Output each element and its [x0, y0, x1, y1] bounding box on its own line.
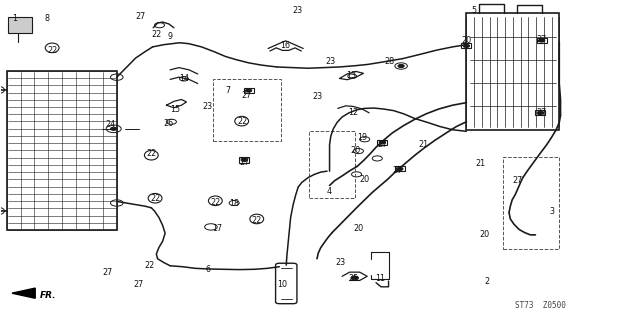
Text: 22: 22 [237, 117, 247, 126]
Text: 22: 22 [150, 194, 161, 204]
Text: 20: 20 [353, 224, 364, 233]
Bar [243, 88, 253, 93]
Text: 20: 20 [360, 175, 370, 184]
Ellipse shape [148, 194, 162, 203]
Text: 27: 27 [377, 140, 387, 149]
Ellipse shape [208, 196, 222, 205]
Bar [213, 79, 281, 141]
Bar [395, 166, 405, 172]
Bar [537, 38, 547, 43]
Circle shape [397, 167, 403, 171]
FancyBboxPatch shape [276, 263, 297, 304]
Bar [466, 13, 559, 130]
Text: 12: 12 [348, 108, 359, 117]
Text: 8: 8 [45, 14, 50, 23]
Text: 23: 23 [312, 92, 322, 101]
Text: 27: 27 [242, 91, 252, 100]
Circle shape [245, 89, 252, 92]
Ellipse shape [145, 150, 159, 160]
Text: 27: 27 [537, 108, 547, 117]
Text: 25: 25 [348, 274, 359, 283]
Text: 23: 23 [336, 258, 346, 267]
Text: 23: 23 [203, 102, 213, 111]
Circle shape [351, 276, 359, 280]
Text: 22: 22 [252, 216, 262, 225]
Text: ST73  Z0500: ST73 Z0500 [515, 301, 566, 310]
Text: 11: 11 [376, 274, 386, 283]
Bar [377, 140, 387, 145]
Text: 5: 5 [471, 6, 477, 15]
Text: 26: 26 [164, 119, 174, 128]
Text: 27: 27 [392, 166, 403, 175]
Text: 22: 22 [144, 261, 155, 270]
Text: 23: 23 [326, 57, 336, 66]
Polygon shape [12, 288, 35, 298]
Text: 21: 21 [475, 159, 485, 168]
Circle shape [111, 127, 117, 130]
Text: 14: 14 [180, 74, 189, 83]
Ellipse shape [250, 214, 264, 224]
Text: 20: 20 [350, 146, 360, 155]
Text: 20: 20 [479, 230, 489, 239]
Text: 7: 7 [225, 86, 230, 95]
Text: 22: 22 [146, 149, 157, 158]
Text: 22: 22 [47, 45, 57, 55]
Text: 27: 27 [135, 12, 145, 21]
Ellipse shape [235, 116, 248, 126]
Text: 24: 24 [106, 120, 116, 130]
Circle shape [379, 141, 386, 144]
Bar [461, 44, 471, 49]
Text: 20: 20 [461, 36, 472, 45]
Text: 23: 23 [292, 6, 303, 15]
Text: 28: 28 [385, 57, 395, 66]
Ellipse shape [45, 43, 59, 52]
Text: 21: 21 [419, 140, 429, 149]
Bar [535, 110, 545, 116]
Bar [7, 71, 117, 230]
Text: 13: 13 [346, 71, 356, 80]
Text: 27: 27 [133, 280, 144, 289]
Text: 9: 9 [167, 32, 173, 41]
Bar [309, 131, 355, 198]
Text: 19: 19 [357, 132, 367, 141]
Circle shape [398, 64, 404, 68]
Circle shape [241, 158, 247, 162]
Bar [239, 157, 249, 163]
Bar [8, 17, 32, 33]
Text: 18: 18 [229, 199, 239, 208]
Text: 22: 22 [211, 197, 221, 206]
Text: 22: 22 [151, 30, 162, 39]
Text: 15: 15 [170, 105, 181, 114]
Text: 3: 3 [549, 207, 554, 216]
Circle shape [538, 39, 545, 42]
Circle shape [463, 44, 469, 48]
Text: 6: 6 [205, 265, 210, 275]
Text: 16: 16 [281, 41, 291, 51]
Circle shape [537, 111, 543, 115]
Text: 27: 27 [103, 268, 113, 277]
Text: 27: 27 [513, 176, 523, 185]
Text: 17: 17 [212, 224, 222, 233]
Bar [503, 157, 559, 249]
Text: 1: 1 [12, 14, 17, 23]
Text: 27: 27 [537, 35, 547, 44]
Text: 2: 2 [484, 277, 489, 286]
Text: 27: 27 [239, 158, 249, 167]
Text: FR.: FR. [40, 291, 56, 300]
Text: 10: 10 [277, 280, 287, 289]
Text: 4: 4 [327, 188, 332, 196]
